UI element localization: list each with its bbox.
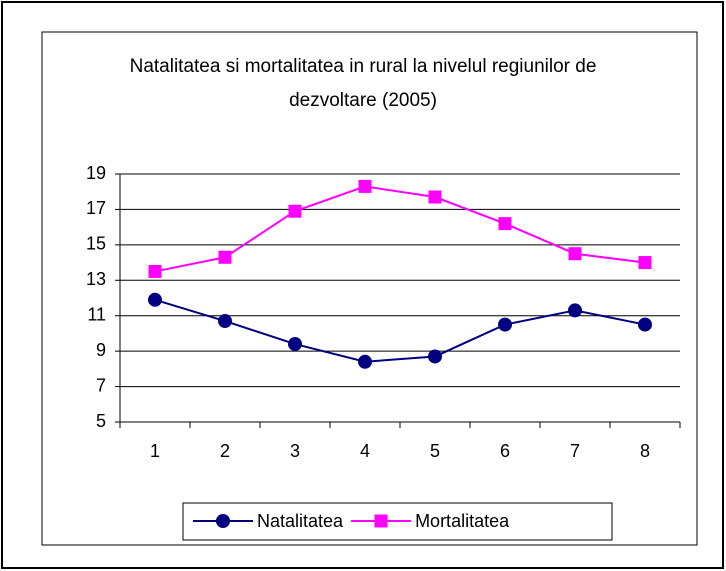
chart-title: Natalitatea si mortalitatea in rural la … — [129, 56, 597, 111]
point — [428, 190, 442, 204]
point — [374, 514, 388, 528]
point — [216, 514, 230, 528]
series-line — [154, 298, 646, 363]
point — [498, 317, 512, 332]
point — [148, 292, 162, 307]
point — [638, 317, 652, 332]
y-tick-label: 15 — [86, 234, 106, 254]
y-tick-label: 13 — [86, 269, 106, 289]
x-tick-label: 8 — [640, 441, 650, 461]
point — [218, 314, 232, 329]
point — [288, 204, 302, 218]
x-tick-label: 4 — [360, 441, 370, 461]
y-tick-label: 17 — [86, 198, 106, 218]
legend-label: Natalitatea — [257, 511, 344, 531]
y-tick-label: 5 — [96, 411, 106, 431]
x-tick-label: 2 — [220, 441, 230, 461]
point — [358, 179, 372, 193]
series-line — [154, 185, 646, 273]
point — [428, 349, 442, 364]
point — [638, 256, 652, 270]
x-tick-label: 7 — [570, 441, 580, 461]
y-tick-label: 19 — [86, 163, 106, 183]
x-tick-label: 6 — [500, 441, 510, 461]
y-tick-label: 7 — [96, 375, 106, 395]
x-tick-label: 1 — [150, 441, 160, 461]
point — [568, 247, 582, 261]
legend-label: Mortalitatea — [415, 511, 510, 531]
point — [288, 337, 302, 352]
point — [568, 303, 582, 318]
point — [218, 250, 232, 264]
point — [148, 264, 162, 278]
x-tick-label: 3 — [290, 441, 300, 461]
x-tick-label: 5 — [430, 441, 440, 461]
y-tick-label: 11 — [87, 304, 106, 324]
chart-border — [41, 31, 698, 546]
point — [358, 354, 372, 369]
point — [498, 217, 512, 231]
y-tick-label: 9 — [96, 340, 106, 360]
